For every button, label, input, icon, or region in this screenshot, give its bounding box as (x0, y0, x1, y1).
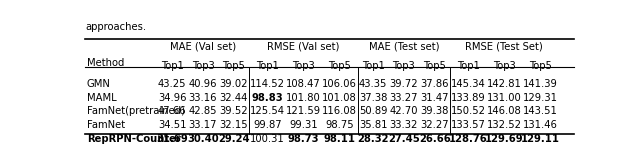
Text: 141.39: 141.39 (523, 79, 558, 89)
Text: Top3: Top3 (392, 61, 415, 71)
Text: MAE (Val set): MAE (Val set) (170, 41, 236, 51)
Text: 42.85: 42.85 (189, 106, 217, 116)
Text: Top3: Top3 (191, 61, 214, 71)
Text: 129.31: 129.31 (523, 93, 558, 103)
Text: 150.52: 150.52 (451, 106, 486, 116)
Text: 34.96: 34.96 (158, 93, 186, 103)
Text: Top5: Top5 (328, 61, 351, 71)
Text: 28.32: 28.32 (357, 134, 389, 144)
Text: 133.89: 133.89 (451, 93, 486, 103)
Text: 39.52: 39.52 (220, 106, 248, 116)
Text: 129.11: 129.11 (521, 134, 560, 144)
Text: GMN: GMN (87, 79, 111, 89)
Text: 47.66: 47.66 (158, 106, 187, 116)
Text: 42.70: 42.70 (390, 106, 418, 116)
Text: MAML: MAML (87, 93, 116, 103)
Text: MAE (Test set): MAE (Test set) (369, 41, 439, 51)
Text: approaches.: approaches. (85, 22, 146, 32)
Text: 43.35: 43.35 (359, 79, 387, 89)
Text: 143.51: 143.51 (523, 106, 558, 116)
Text: RMSE (Test Set): RMSE (Test Set) (465, 41, 543, 51)
Text: 100.31: 100.31 (250, 134, 285, 144)
Text: Top5: Top5 (529, 61, 552, 71)
Text: 40.96: 40.96 (189, 79, 217, 89)
Text: FamNet(pretrained): FamNet(pretrained) (87, 106, 185, 116)
Text: Top5: Top5 (423, 61, 446, 71)
Text: 33.27: 33.27 (390, 93, 418, 103)
Text: 37.38: 37.38 (359, 93, 387, 103)
Text: 35.81: 35.81 (359, 120, 387, 130)
Text: Method: Method (87, 58, 124, 68)
Text: 98.83: 98.83 (252, 93, 283, 103)
Text: 26.66: 26.66 (419, 134, 451, 144)
Text: 98.75: 98.75 (325, 120, 354, 130)
Text: 114.52: 114.52 (250, 79, 285, 89)
Text: Top1: Top1 (457, 61, 479, 71)
Text: 133.57: 133.57 (451, 120, 486, 130)
Text: 131.46: 131.46 (523, 120, 558, 130)
Text: 33.16: 33.16 (189, 93, 217, 103)
Text: 125.54: 125.54 (250, 106, 285, 116)
Text: 33.17: 33.17 (189, 120, 217, 130)
Text: Top5: Top5 (222, 61, 245, 71)
Text: 116.08: 116.08 (322, 106, 357, 116)
Text: Top3: Top3 (292, 61, 315, 71)
Text: 142.81: 142.81 (487, 79, 522, 89)
Text: 99.31: 99.31 (289, 120, 318, 130)
Text: 131.00: 131.00 (487, 93, 522, 103)
Text: 31.69: 31.69 (156, 134, 188, 144)
Text: RMSE (Val set): RMSE (Val set) (268, 41, 340, 51)
Text: 29.24: 29.24 (218, 134, 250, 144)
Text: Top1: Top1 (161, 61, 184, 71)
Text: 37.86: 37.86 (420, 79, 449, 89)
Text: 146.08: 146.08 (487, 106, 522, 116)
Text: 129.69: 129.69 (485, 134, 524, 144)
Text: 30.40: 30.40 (187, 134, 219, 144)
Text: 39.72: 39.72 (390, 79, 418, 89)
Text: 98.11: 98.11 (324, 134, 356, 144)
Text: 31.47: 31.47 (420, 93, 449, 103)
Text: Top1: Top1 (362, 61, 385, 71)
Text: 121.59: 121.59 (286, 106, 321, 116)
Text: 101.80: 101.80 (286, 93, 321, 103)
Text: 39.02: 39.02 (220, 79, 248, 89)
Text: 27.45: 27.45 (388, 134, 420, 144)
Text: 101.08: 101.08 (323, 93, 357, 103)
Text: 98.73: 98.73 (288, 134, 319, 144)
Text: 33.32: 33.32 (390, 120, 418, 130)
Text: 99.87: 99.87 (253, 120, 282, 130)
Text: 39.38: 39.38 (420, 106, 449, 116)
Text: 32.44: 32.44 (220, 93, 248, 103)
Text: Top3: Top3 (493, 61, 516, 71)
Text: 145.34: 145.34 (451, 79, 486, 89)
Text: 128.76: 128.76 (449, 134, 488, 144)
Text: 32.15: 32.15 (220, 120, 248, 130)
Text: 132.52: 132.52 (487, 120, 522, 130)
Text: 108.47: 108.47 (286, 79, 321, 89)
Text: 32.27: 32.27 (420, 120, 449, 130)
Text: RepRPN-Counter: RepRPN-Counter (87, 134, 181, 144)
Text: 34.51: 34.51 (158, 120, 186, 130)
Text: 43.25: 43.25 (158, 79, 186, 89)
Text: Top1: Top1 (256, 61, 278, 71)
Text: 50.89: 50.89 (359, 106, 387, 116)
Text: 106.06: 106.06 (322, 79, 357, 89)
Text: FamNet: FamNet (87, 120, 125, 130)
